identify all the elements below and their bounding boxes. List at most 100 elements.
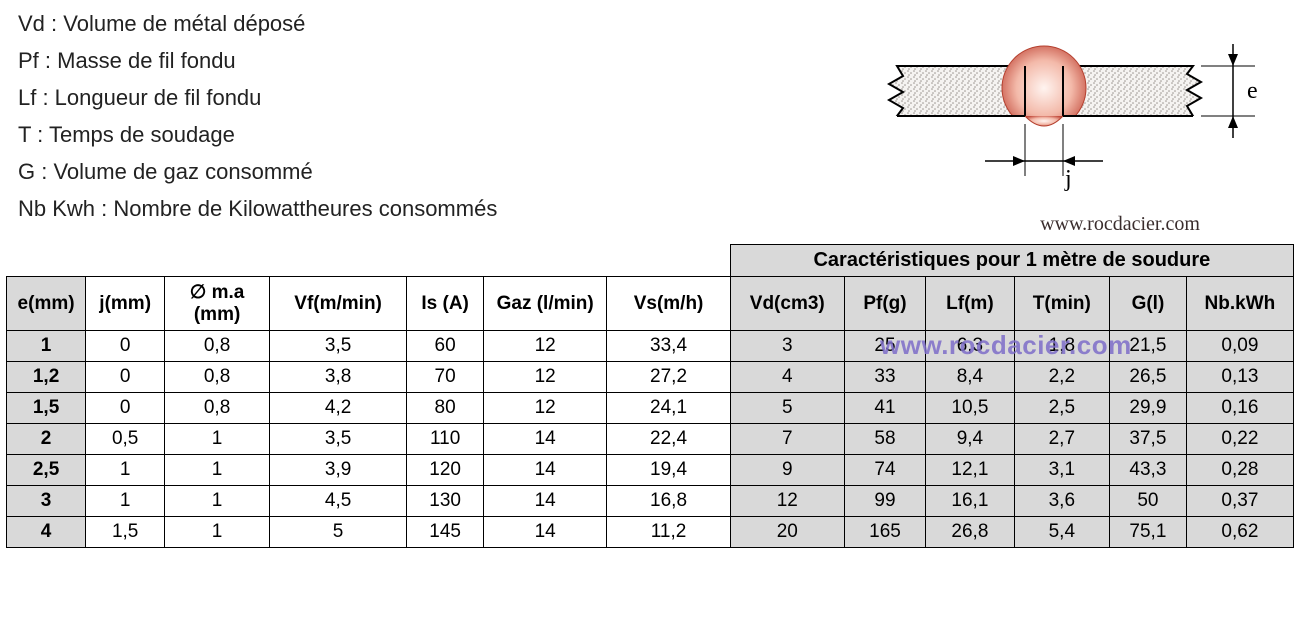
table-cell: 120 [407,455,484,486]
table-row: 20,513,51101422,47589,42,737,50,22 [7,424,1294,455]
table-cell: 2 [7,424,86,455]
empty-header-cell [7,245,731,277]
table-head: Caractéristiques pour 1 mètre de soudure… [7,245,1294,331]
table-cell: 3,8 [269,362,406,393]
table-cell: 14 [484,424,607,455]
table-cell: 50 [1110,486,1187,517]
table-cell: 0 [86,362,165,393]
dim-e-label: e [1247,78,1258,104]
diagram-source-url: www.rocdacier.com [1040,213,1200,236]
table-cell: 0,22 [1186,424,1293,455]
table-row: 2,5113,91201419,497412,13,143,30,28 [7,455,1294,486]
definition-item: T : Temps de soudage [18,117,860,154]
table-cell: 0,09 [1186,331,1293,362]
table-cell: 3,9 [269,455,406,486]
table-cell: 20 [730,517,844,548]
table-cell: 0,8 [165,393,270,424]
table-cell: 145 [407,517,484,548]
col-e: e(mm) [7,277,86,331]
table-cell: 1 [165,455,270,486]
table-cell: 4 [7,517,86,548]
parameters-table: Caractéristiques pour 1 mètre de soudure… [6,244,1294,548]
table-cell: 75,1 [1110,517,1187,548]
table-cell: 1,5 [86,517,165,548]
col-vs: Vs(m/h) [607,277,730,331]
col-j: j(mm) [86,277,165,331]
table-cell: 1 [7,331,86,362]
table-cell: 0,16 [1186,393,1293,424]
table-cell: 74 [844,455,925,486]
table-cell: 12 [730,486,844,517]
table-cell: 4 [730,362,844,393]
col-is: Is (A) [407,277,484,331]
table-cell: 14 [484,517,607,548]
definition-item: Nb Kwh : Nombre de Kilowattheures consom… [18,191,860,228]
table-cell: 165 [844,517,925,548]
table-row: 1,500,84,2801224,154110,52,529,90,16 [7,393,1294,424]
table-cell: 26,5 [1110,362,1187,393]
table-cell: 6,3 [926,331,1014,362]
table-cell: 12,1 [926,455,1014,486]
table-cell: 0,5 [86,424,165,455]
table-cell: 41 [844,393,925,424]
table-cell: 16,8 [607,486,730,517]
table-cell: 1 [86,455,165,486]
table-cell: 33,4 [607,331,730,362]
table-cell: 5,4 [1014,517,1109,548]
table-cell: 0,62 [1186,517,1293,548]
table-row: 41,5151451411,22016526,85,475,10,62 [7,517,1294,548]
table-cell: 1,2 [7,362,86,393]
table-cell: 60 [407,331,484,362]
table-cell: 3,1 [1014,455,1109,486]
table-cell: 2,7 [1014,424,1109,455]
table-row: 3114,51301416,8129916,13,6500,37 [7,486,1294,517]
table-cell: 2,5 [1014,393,1109,424]
table-cell: 5 [269,517,406,548]
table-cell: 43,3 [1110,455,1187,486]
table-row: 100,83,5601233,43256,31,821,50,09 [7,331,1294,362]
definitions-list: Vd : Volume de métal déposé Pf : Masse d… [18,6,860,236]
table-cell: 2,5 [7,455,86,486]
table-cell: 70 [407,362,484,393]
table-cell: 12 [484,331,607,362]
table-cell: 1 [165,517,270,548]
col-pf: Pf(g) [844,277,925,331]
table-cell: 14 [484,486,607,517]
col-g: G(l) [1110,277,1187,331]
table-cell: 25 [844,331,925,362]
column-headers-row: e(mm) j(mm) ∅ m.a (mm) Vf(m/min) Is (A) … [7,277,1294,331]
table-cell: 5 [730,393,844,424]
col-lf: Lf(m) [926,277,1014,331]
table-cell: 1,5 [7,393,86,424]
table-cell: 14 [484,455,607,486]
table-cell: 3,6 [1014,486,1109,517]
table-cell: 0,8 [165,331,270,362]
table-cell: 2,2 [1014,362,1109,393]
col-dia: ∅ m.a (mm) [165,277,270,331]
table-cell: 4,2 [269,393,406,424]
group-header: Caractéristiques pour 1 mètre de soudure [730,245,1293,277]
top-section: Vd : Volume de métal déposé Pf : Masse d… [0,0,1300,244]
col-kwh: Nb.kWh [1186,277,1293,331]
table-cell: 10,5 [926,393,1014,424]
table-cell: 58 [844,424,925,455]
col-vf: Vf(m/min) [269,277,406,331]
table-cell: 16,1 [926,486,1014,517]
definition-item: Pf : Masse de fil fondu [18,43,860,80]
table-cell: 24,1 [607,393,730,424]
col-vd: Vd(cm3) [730,277,844,331]
table-row: 1,200,83,8701227,24338,42,226,50,13 [7,362,1294,393]
table-cell: 0 [86,393,165,424]
table-cell: 1 [86,486,165,517]
table-cell: 3 [7,486,86,517]
table-cell: 11,2 [607,517,730,548]
table-cell: 1 [165,424,270,455]
table-cell: 9 [730,455,844,486]
table-cell: 12 [484,393,607,424]
table-cell: 29,9 [1110,393,1187,424]
table-cell: 1 [165,486,270,517]
table-cell: 27,2 [607,362,730,393]
table-cell: 12 [484,362,607,393]
table-cell: 22,4 [607,424,730,455]
parameters-table-wrap: Caractéristiques pour 1 mètre de soudure… [0,244,1300,548]
